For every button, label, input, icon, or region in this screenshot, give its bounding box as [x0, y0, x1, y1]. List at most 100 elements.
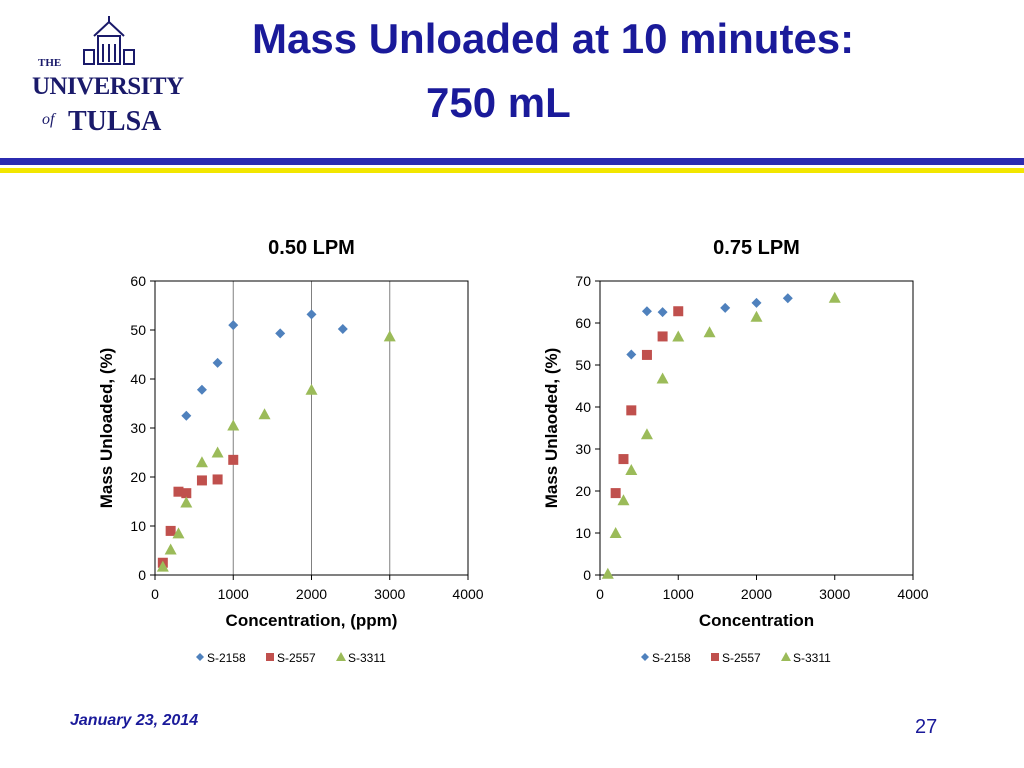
chart-1-svg: 0.75 LPM 0 10 20 30 40 50 60 70 0 1000 2000 3000 4000… — [542, 237, 929, 665]
title-line-2: 750 mL — [426, 79, 571, 126]
chart-0-point-s-3311 — [227, 419, 240, 431]
chart-1-legend-marker — [641, 653, 649, 661]
chart-0-ytick-label: 50 — [130, 322, 146, 338]
chart-0-point-s-2557 — [165, 525, 176, 536]
chart-0-point-s-2557 — [181, 488, 192, 499]
page-number: 27 — [915, 716, 938, 738]
chart-1-ytick-label: 10 — [575, 525, 591, 541]
chart-0-point-s-3311 — [195, 456, 208, 468]
chart-1-xtick-label: 1000 — [663, 586, 694, 602]
chart-1-point-s-3311 — [828, 291, 841, 303]
chart-0-xtick-label: 3000 — [374, 586, 405, 602]
chart-1-point-s-2158 — [782, 293, 793, 304]
chart-0-point-s-2158 — [275, 328, 286, 339]
chart-1-ytick-label: 30 — [575, 441, 591, 457]
chart-1-point-s-2158 — [720, 302, 731, 313]
chart-1-point-s-2557 — [610, 488, 621, 499]
chart-1-point-s-3311 — [703, 326, 716, 338]
chart-1-ytick-label: 0 — [583, 567, 591, 583]
chart-0-ylabel: Mass Unloaded, (%) — [97, 348, 116, 509]
chart-1-ytick-label: 50 — [575, 357, 591, 373]
chart-1-ytick-label: 60 — [575, 315, 591, 331]
chart-1-legend-marker — [781, 652, 791, 661]
chart-0-xtick-label: 1000 — [218, 586, 249, 602]
chart-1-legend-label: S-2158 — [652, 651, 691, 665]
chart-0-xtick-label: 2000 — [296, 586, 327, 602]
logo-graphic: THE UNIVERSITY of TULSA — [32, 16, 184, 137]
logo-university: UNIVERSITY — [32, 73, 184, 100]
chart-1-point-s-3311 — [750, 310, 763, 322]
chart-1-legend-label: S-3311 — [793, 651, 831, 665]
header-bands — [0, 158, 1024, 173]
chart-1-point-s-3311 — [601, 567, 614, 579]
chart-0-point-s-2158 — [228, 320, 239, 331]
chart-1-xtick-label: 3000 — [819, 586, 850, 602]
chart-1-xtick-label: 2000 — [741, 586, 772, 602]
chart-0-75-lpm: 0.75 LPM 0 10 20 30 40 50 60 70 0 1000 2000 3000 4000… — [535, 226, 1005, 676]
chart-1-legend-marker — [711, 653, 719, 661]
chart-1-title: 0.75 LPM — [713, 237, 800, 259]
chart-1-point-s-3311 — [625, 464, 638, 475]
chart-0-svg: 0.50 LPM 0 10 20 30 40 50 60 0 1000 2000 3000 4000 Co… — [97, 237, 484, 665]
chart-0-point-s-3311 — [164, 543, 177, 555]
logo-tulsa: TULSA — [68, 106, 162, 137]
chart-0-point-s-2557 — [173, 486, 184, 497]
chart-1-ytick-label: 40 — [575, 399, 591, 415]
title-line-1: Mass Unloaded at 10 minutes: — [252, 15, 855, 62]
chart-0-point-s-2158 — [196, 384, 207, 395]
chart-0-ytick-label: 0 — [138, 567, 146, 583]
chart-1-point-s-2557 — [657, 331, 668, 342]
chart-0-xtick-label: 0 — [151, 586, 159, 602]
chart-0-point-s-2158 — [181, 410, 192, 421]
chart-0-point-s-3311 — [172, 527, 185, 539]
chart-0-legend-marker — [266, 653, 274, 661]
chart-1-ytick-label: 20 — [575, 483, 591, 499]
chart-1-point-s-3311 — [656, 372, 669, 384]
chart-1-plot-area — [599, 280, 914, 576]
chart-0-point-s-2158 — [212, 357, 223, 368]
chart-0-xtick-label: 4000 — [452, 586, 483, 602]
chart-0-point-s-2557 — [196, 475, 207, 486]
chart-0-ytick-label: 40 — [130, 371, 146, 387]
chart-1-point-s-2158 — [657, 307, 668, 318]
footer-date: January 23, 2014 — [70, 712, 199, 729]
chart-1-point-s-2557 — [618, 454, 629, 465]
chart-0-ytick-label: 20 — [130, 469, 146, 485]
chart-0-ytick-label: 60 — [130, 273, 146, 289]
chart-0-50-lpm: 0.50 LPM 0 10 20 30 40 50 60 0 1000 2000 3000 4000 Co… — [90, 226, 560, 676]
chart-0-legend-marker — [336, 652, 346, 661]
chart-1-xtick-label: 4000 — [897, 586, 928, 602]
chart-0-title: 0.50 LPM — [268, 237, 355, 259]
chart-0-ytick-label: 30 — [130, 420, 146, 436]
chart-0-legend-label: S-2158 — [207, 651, 246, 665]
chart-1-xtick-label: 0 — [596, 586, 604, 602]
chart-0-point-s-3311 — [180, 496, 193, 508]
chart-1-ytick-label: 70 — [575, 273, 591, 289]
chart-0-ytick-label: 10 — [130, 518, 146, 534]
chart-1-point-s-2557 — [626, 405, 637, 416]
chart-0-point-s-3311 — [156, 560, 169, 572]
chart-0-point-s-3311 — [305, 383, 318, 395]
chart-1-legend-label: S-2557 — [722, 651, 761, 665]
chart-1-point-s-2557 — [673, 306, 684, 317]
chart-1-point-s-2158 — [751, 297, 762, 308]
chart-1-point-s-3311 — [609, 527, 622, 538]
chart-0-point-s-2557 — [228, 454, 239, 465]
chart-0-point-s-2158 — [337, 324, 348, 335]
chart-0-xlabel: Concentration, (ppm) — [226, 611, 398, 630]
chart-0-point-s-2158 — [306, 309, 317, 320]
band-yellow — [0, 168, 1024, 173]
chart-1-point-s-3311 — [672, 330, 685, 342]
logo-of: of — [42, 111, 57, 128]
chart-0-point-s-2557 — [212, 474, 223, 485]
university-of-tulsa-logo: THE UNIVERSITY of TULSA — [28, 14, 188, 140]
chart-0-legend-label: S-2557 — [277, 651, 316, 665]
chart-1-point-s-2557 — [641, 349, 652, 360]
band-blue — [0, 158, 1024, 165]
logo-the: THE — [38, 57, 61, 69]
chart-1-point-s-3311 — [617, 494, 630, 506]
chart-0-point-s-3311 — [383, 330, 396, 342]
chart-0-legend-label: S-3311 — [348, 651, 386, 665]
chart-1-point-s-3311 — [640, 428, 653, 440]
chart-1-point-s-2158 — [626, 349, 637, 360]
